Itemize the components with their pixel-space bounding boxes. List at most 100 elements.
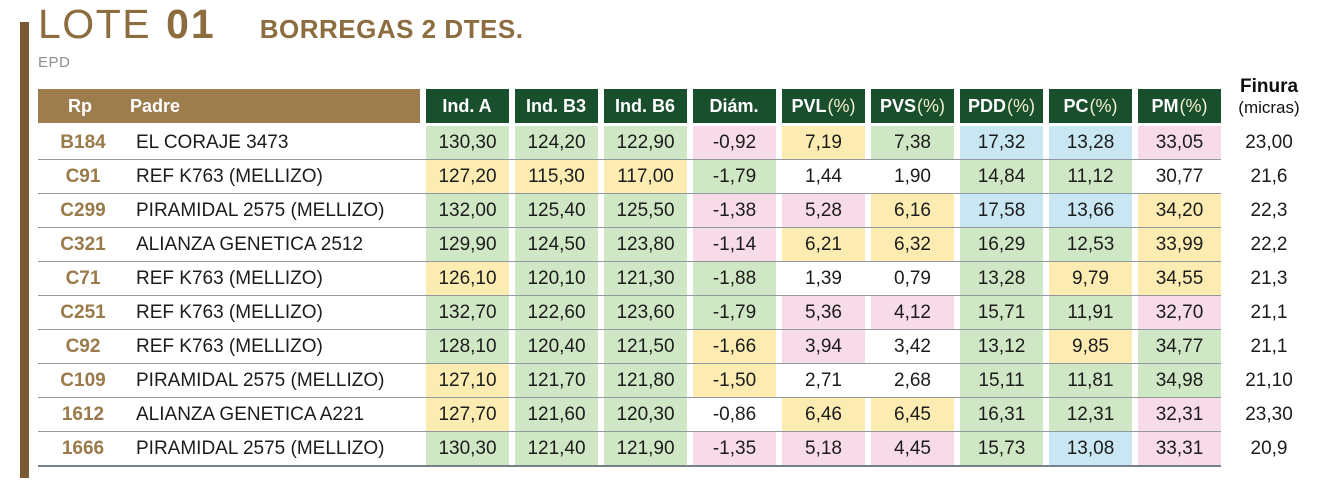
column-header-label: PM	[1151, 95, 1179, 116]
table-row-lined-area: C71 REF K763 (MELLIZO) 126,10 120,10 121,30-…	[38, 262, 1221, 296]
value-cell: 17,32	[960, 126, 1043, 159]
padre-cell: EL CORAJE 3473	[136, 131, 289, 153]
value-cell: 5,36	[782, 296, 865, 329]
table-row: C321 ALIANZA GENETICA 2512 129,90 124,50 123…	[38, 228, 1317, 262]
table-row: C109 PIRAMIDAL 2575 (MELLIZO) 127,10 121,70…	[38, 364, 1317, 398]
value-cell: 126,10	[426, 262, 509, 295]
column-header-percent-suffix: (%)	[827, 95, 856, 116]
left-accent-bar	[20, 22, 29, 478]
value-cell: 33,99	[1138, 228, 1221, 261]
lote-label: LOTE	[38, 1, 152, 47]
rp-column-header: Rp	[68, 95, 92, 116]
column-header-label: PVL	[791, 95, 827, 116]
value-cell: 12,53	[1049, 228, 1132, 261]
value-cell: 121,50	[604, 330, 687, 363]
value-cell: 2,68	[871, 364, 954, 397]
rp-cell: C299	[60, 199, 106, 221]
value-cell: 120,10	[515, 262, 598, 295]
value-cell: 11,81	[1049, 364, 1132, 397]
table-row-lined-area: 1612 ALIANZA GENETICA A221 127,70 121,60 120…	[38, 398, 1221, 432]
table-row: C91 REF K763 (MELLIZO) 127,20 115,30 117,00-…	[38, 160, 1317, 194]
rp-cell: C109	[60, 369, 106, 391]
value-cell: -1,66	[693, 330, 776, 363]
page-title: LOTE 01 BORREGAS 2 DTES.	[38, 4, 1317, 51]
column-header: Diám.	[693, 89, 776, 123]
value-cell: 6,16	[871, 194, 954, 227]
value-cell: -1,79	[693, 296, 776, 329]
value-cell: -1,79	[693, 160, 776, 193]
value-cell: 14,84	[960, 160, 1043, 193]
value-cell: 5,18	[782, 432, 865, 465]
value-cell: 128,10	[426, 330, 509, 363]
finura-cell: 21,1	[1250, 301, 1288, 323]
value-cell: 6,21	[782, 228, 865, 261]
padre-cell: REF K763 (MELLIZO)	[136, 335, 323, 357]
rp-cell: 1612	[61, 403, 105, 425]
table-row-lined-area: C92 REF K763 (MELLIZO) 128,10 120,40 121,50-…	[38, 330, 1221, 364]
value-cell: 13,28	[1049, 126, 1132, 159]
value-cell: 120,30	[604, 398, 687, 431]
finura-cell: 21,1	[1250, 335, 1288, 357]
column-header: PVL (%)	[782, 89, 865, 123]
value-cell: 121,70	[515, 364, 598, 397]
lote-number: 01	[166, 1, 216, 47]
value-cell: 11,91	[1049, 296, 1132, 329]
padre-column-header: Padre	[130, 95, 181, 116]
value-cell: 130,30	[426, 126, 509, 159]
value-cell: 121,60	[515, 398, 598, 431]
padre-cell: REF K763 (MELLIZO)	[136, 267, 323, 289]
lot-subtitle: BORREGAS 2 DTES.	[259, 14, 524, 44]
column-header-label: Ind. A	[442, 95, 492, 116]
finura-cell: 22,3	[1250, 199, 1288, 221]
column-header: PC (%)	[1049, 89, 1132, 123]
finura-header-unit: (micras)	[1238, 97, 1300, 117]
finura-header-title: Finura	[1239, 76, 1299, 97]
value-cell: -1,14	[693, 228, 776, 261]
value-cell: 127,10	[426, 364, 509, 397]
finura-cell: 23,00	[1245, 131, 1293, 153]
padre-cell: REF K763 (MELLIZO)	[136, 301, 323, 323]
value-cell: 120,40	[515, 330, 598, 363]
value-cell: 12,31	[1049, 398, 1132, 431]
column-header-label: Ind. B3	[525, 95, 586, 116]
table-row-lined-area: 1666 PIRAMIDAL 2575 (MELLIZO) 130,30 121,40…	[38, 432, 1221, 467]
value-cell: 34,20	[1138, 194, 1221, 227]
table-row: B184 EL CORAJE 3473 130,30 124,20 122,90 -0,9…	[38, 126, 1317, 160]
table-row-lined-area: B184 EL CORAJE 3473 130,30 124,20 122,90 -0,9…	[38, 126, 1221, 160]
value-cell: -1,88	[693, 262, 776, 295]
table-row-lined-area: C109 PIRAMIDAL 2575 (MELLIZO) 127,10 121,70…	[38, 364, 1221, 398]
value-cell: 30,77	[1138, 160, 1221, 193]
value-cell: 124,50	[515, 228, 598, 261]
finura-cell: 20,9	[1250, 437, 1288, 459]
rp-cell: C91	[65, 165, 101, 187]
value-cell: 124,20	[515, 126, 598, 159]
finura-cell: 21,3	[1250, 267, 1288, 289]
value-cell: 0,79	[871, 262, 954, 295]
value-cell: 32,70	[1138, 296, 1221, 329]
value-cell: 3,42	[871, 330, 954, 363]
table-header-grid: Rp Padre Ind. A Ind. B3 Ind. B6 Diám. PVL (%)…	[38, 89, 1221, 123]
padre-cell: PIRAMIDAL 2575 (MELLIZO)	[136, 437, 385, 459]
value-cell: -0,92	[693, 126, 776, 159]
value-cell: -0,86	[693, 398, 776, 431]
value-cell: 33,31	[1138, 432, 1221, 465]
value-cell: 125,40	[515, 194, 598, 227]
value-cell: 121,30	[604, 262, 687, 295]
value-cell: 7,19	[782, 126, 865, 159]
rp-cell: B184	[60, 131, 106, 153]
value-cell: 3,94	[782, 330, 865, 363]
value-cell: 132,00	[426, 194, 509, 227]
rp-cell: C251	[60, 301, 106, 323]
column-header-percent-suffix: (%)	[917, 95, 946, 116]
column-header-percent-suffix: (%)	[1179, 95, 1208, 116]
value-cell: 121,40	[515, 432, 598, 465]
column-header: Ind. A	[426, 89, 509, 123]
finura-cell: 22,2	[1250, 233, 1288, 255]
table-body: B184 EL CORAJE 3473 130,30 124,20 122,90 -0,9…	[38, 126, 1317, 467]
value-cell: 9,79	[1049, 262, 1132, 295]
value-cell: 6,46	[782, 398, 865, 431]
value-cell: 5,28	[782, 194, 865, 227]
table-header-row: Rp Padre Ind. A Ind. B3 Ind. B6 Diám. PVL (%)…	[38, 76, 1317, 123]
table-row-lined-area: C251 REF K763 (MELLIZO) 132,70 122,60 123,60…	[38, 296, 1221, 330]
column-header-label: Ind. B6	[614, 95, 675, 116]
